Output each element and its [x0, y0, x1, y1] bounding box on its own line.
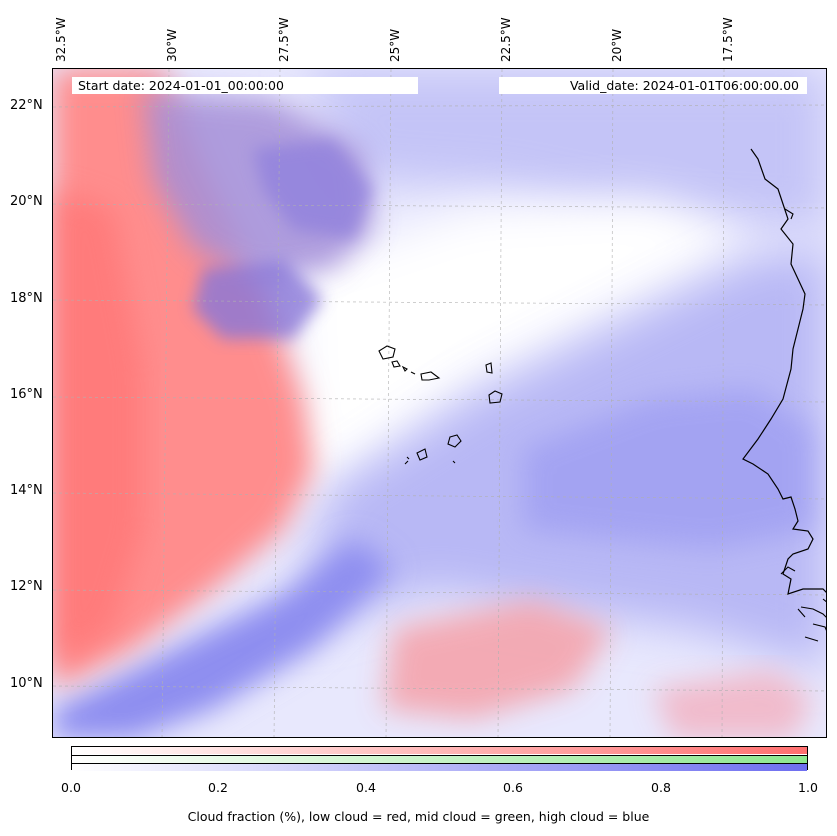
cape-verde-islands [378, 345, 503, 465]
cloud-fraction-map [52, 68, 827, 738]
colorbar-tick-0-2: 0.2 [208, 780, 228, 795]
lat-label-14n: 14°N [10, 483, 43, 498]
lat-label-12n: 12°N [10, 579, 43, 594]
mixed-cloud-upper [253, 139, 373, 239]
lon-label-30w: 30°W [165, 28, 179, 62]
colorbar-tick-1-0: 1.0 [798, 780, 818, 795]
low-cloud-southeast [653, 669, 813, 737]
valid-date-label: Valid_date: 2024-01-01T06:00:00.00 [499, 77, 807, 94]
lat-label-10n: 10°N [10, 676, 43, 691]
clear-sky-band [293, 199, 753, 499]
start-date-label: Start date: 2024-01-01_00:00:00 [72, 77, 418, 94]
colorbar-high-cloud [72, 763, 807, 771]
lat-label-18n: 18°N [10, 291, 43, 306]
high-cloud-sw [53, 539, 393, 737]
mixed-cloud-core [193, 259, 323, 339]
lon-label-27-5w: 27.5°W [277, 17, 291, 62]
lon-label-22-5w: 22.5°W [499, 17, 513, 62]
lat-label-16n: 16°N [10, 387, 43, 402]
lat-label-22n: 22°N [10, 98, 43, 113]
africa-coastline [742, 148, 826, 595]
lon-label-20w: 20°W [610, 28, 624, 62]
colorbar-tick-0-4: 0.4 [356, 780, 376, 795]
high-cloud-ne [303, 69, 826, 229]
colorbar-tick-0: 0.0 [61, 780, 81, 795]
map-canvas [53, 69, 826, 737]
colorbar-mid-cloud [72, 755, 807, 763]
coast-inlet-2 [780, 566, 796, 575]
colorbar-label: Cloud fraction (%), low cloud = red, mid… [187, 809, 650, 824]
lat-label-20n: 20°N [10, 194, 43, 209]
colorbar [71, 746, 808, 771]
colorbar-tick-0-8: 0.8 [651, 780, 671, 795]
map-gridlines [53, 69, 826, 737]
lon-label-17-5w: 17.5°W [721, 17, 735, 62]
lon-label-25w: 25°W [388, 28, 402, 62]
colorbar-low-cloud [72, 747, 807, 754]
colorbar-tick-0-6: 0.6 [503, 780, 523, 795]
lon-label-32-5w: 32.5°W [54, 17, 68, 62]
low-cloud-south [383, 599, 613, 719]
coast-islands-south [797, 598, 826, 642]
low-cloud-west-strong [53, 189, 143, 669]
high-cloud-se-dark [523, 389, 813, 549]
coast-inlet-1 [784, 208, 794, 220]
